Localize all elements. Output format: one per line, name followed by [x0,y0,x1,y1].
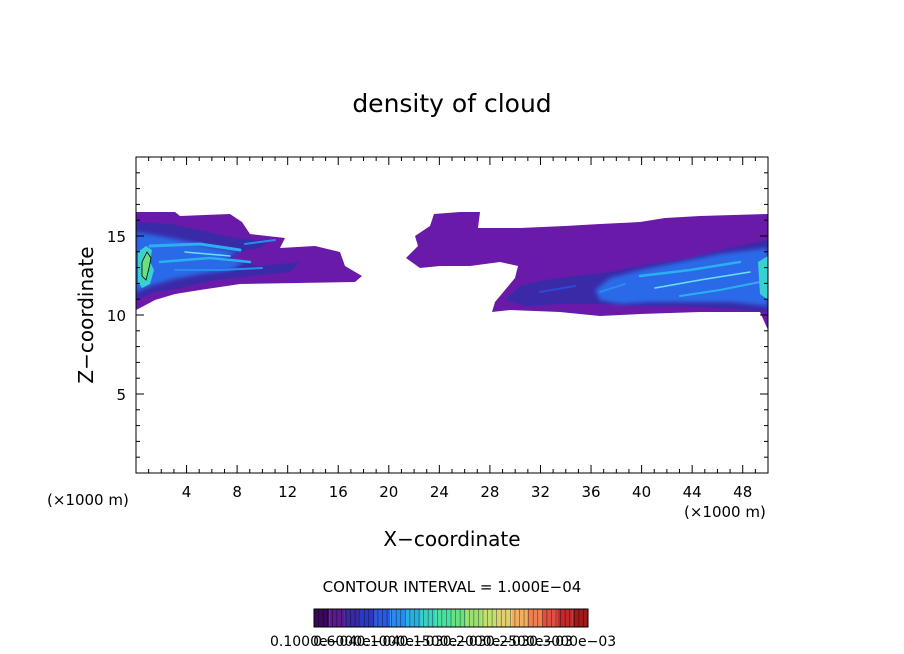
plot-frame [135,156,769,474]
colorbar-label: 0.1000e−03 [356,634,443,650]
x-tick-label: 40 [632,483,651,501]
colorbar-label: 0.6000e−04 [313,634,400,650]
x-tick-label: 20 [379,483,398,501]
colorbar-label: 0.1500e−03 [400,634,487,650]
colorbar-swatch [435,609,451,627]
x-tick-label: 44 [683,483,702,501]
x-tick-label: 8 [232,483,242,501]
colorbar-frame [313,608,589,628]
colorbar-swatch [527,609,543,627]
colorbar-label: 0.2000e−03 [443,634,530,650]
x-unit-right: (×1000 m) [684,503,766,521]
x-tick-label: 12 [278,483,297,501]
y-tick-label: 15 [107,228,126,246]
colorbar-label: 0.3000e−03 [529,634,616,650]
colorbar-swatch [314,609,330,627]
colorbar-swatch [405,609,421,627]
x-axis-ticks: 4 8 12 16 20 24 28 32 36 40 44 48 [148,157,756,501]
colorbar-swatch [344,609,360,627]
x-axis-label: X−coordinate [383,527,520,551]
left-cloud-streaks [148,239,276,271]
x-tick-label: 28 [480,483,499,501]
contour-interval: CONTOUR INTERVAL = 1.000E−04 [323,578,582,596]
colorbar-swatch [451,609,467,627]
chart-title: density of cloud [352,89,551,118]
y-axis-label: Z−coordinate [74,246,98,383]
right-cloud-edge-core [758,256,768,300]
colorbar-swatch [572,609,588,627]
x-tick-label: 48 [733,483,752,501]
colorbar-swatch [496,609,512,627]
colorbar-label: 0.1000e−04 [270,634,357,650]
x-unit-left: (×1000 m) [47,491,129,509]
y-tick-label: 5 [116,386,126,404]
colorbar-labels: 0.1000e−040.6000e−040.1000e−030.1500e−03… [270,634,616,650]
x-tick-label: 24 [430,483,449,501]
right-cloud-streaks [539,260,761,297]
x-tick-label: 32 [531,483,550,501]
right-cloud-blue [595,248,768,306]
y-tick-label: 10 [107,307,126,325]
left-cloud-blue [136,232,245,292]
colorbar [313,608,589,628]
colorbar-swatch [542,609,558,627]
colorbar-swatch [359,609,375,627]
y-axis-ticks: 5 10 15 [107,172,768,458]
colorbar-swatch [390,609,406,627]
x-tick-label: 36 [581,483,600,501]
x-tick-label: 16 [329,483,348,501]
cloud-field [136,212,768,330]
colorbar-label: 0.2500e−03 [486,634,573,650]
left-cloud-peak [141,251,152,281]
x-tick-label: 4 [182,483,192,501]
colorbar-swatch [481,609,497,627]
